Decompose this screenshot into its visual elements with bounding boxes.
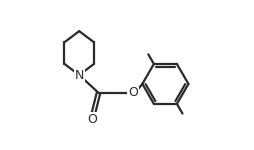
Text: N: N: [74, 69, 84, 81]
Text: O: O: [127, 86, 137, 99]
Text: O: O: [87, 113, 96, 126]
